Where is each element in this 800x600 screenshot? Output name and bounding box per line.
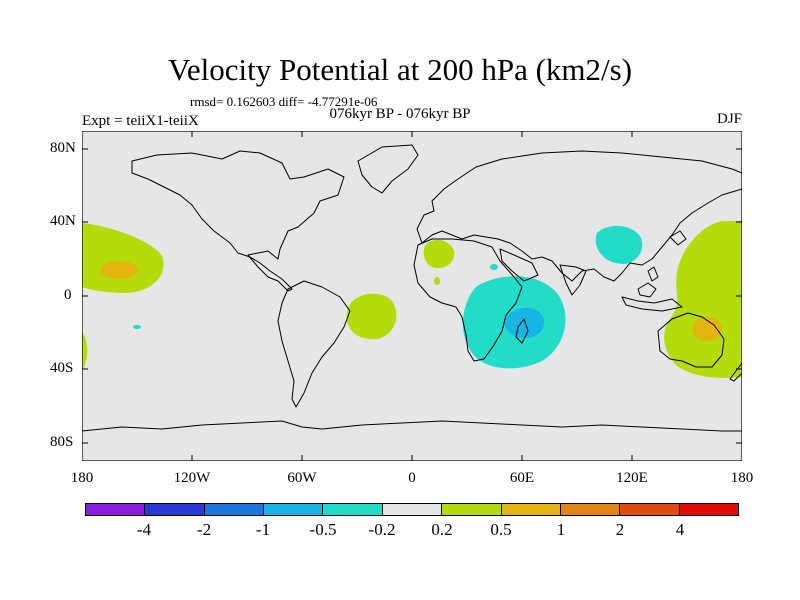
contour-small-positive [434, 277, 440, 285]
experiment-label: Expt = teiiX1-teiiX [82, 113, 199, 129]
coastline-japan [669, 230, 687, 246]
colorbar-label: -4 [136, 520, 152, 539]
colorbar-cell [145, 504, 205, 515]
colorbar-label: -1 [255, 520, 271, 539]
map-background [82, 131, 742, 461]
coastline-madagascar [515, 318, 529, 344]
lat-tick-40n: 40N [50, 213, 76, 229]
coastline-greenland [357, 144, 419, 194]
lon-tick-180w: 180 [70, 470, 94, 486]
colorbar-cell [323, 504, 383, 515]
coastline-africa [413, 238, 523, 362]
colorbar-cell [264, 504, 324, 515]
subtitle-label: 076kyr BP - 076kyr BP [329, 106, 471, 122]
coastline-eurasia [416, 150, 742, 282]
colorbar-cell [204, 504, 265, 515]
colorbar-cell [382, 504, 443, 515]
colorbar-label: 0.2 [431, 520, 453, 539]
stats-label: rmsd= 0.162603 diff= -4.77291e-06 [190, 94, 378, 109]
contour-australia-core [692, 317, 722, 341]
map-svg [82, 131, 742, 461]
colorbar-cell [560, 504, 621, 515]
season-label: DJF [716, 111, 742, 127]
colorbar-label: 2 [615, 520, 625, 539]
lat-tick-40s: 40S [50, 360, 74, 376]
map-panel [82, 131, 742, 461]
lon-tick-60e: 60E [509, 470, 535, 486]
coastline-philippines [647, 266, 659, 282]
colorbar-cell [620, 504, 680, 515]
tick-marks [82, 131, 742, 461]
lat-tick-0: 0 [64, 287, 72, 303]
lon-tick-60w: 60W [287, 470, 317, 486]
coastline-antarctica [82, 420, 742, 432]
contour-left-edge-positive [82, 331, 88, 371]
contour-atlantic-positive [346, 293, 397, 340]
lon-tick-120w: 120W [173, 470, 211, 486]
colorbar-label: -0.5 [309, 520, 337, 539]
coastline-maritime [621, 296, 683, 312]
coastline-new-zealand [729, 362, 742, 382]
lon-tick-120e: 120E [616, 470, 648, 486]
colorbar-label: -2 [196, 520, 212, 539]
lon-tick-0: 0 [408, 470, 416, 486]
colorbar-cell [86, 504, 146, 515]
colorbar-cell [442, 504, 502, 515]
coastline-arabia [499, 248, 539, 282]
lat-tick-80n: 80N [50, 140, 76, 156]
contour-central-pacific-core [100, 261, 138, 279]
coastline-borneo [637, 282, 657, 298]
colorbar-cell [679, 504, 738, 515]
colorbar-label: 4 [675, 520, 685, 539]
colorbar [85, 503, 739, 516]
colorbar-label: 0.5 [490, 520, 512, 539]
contour-north-africa-positive [423, 239, 455, 269]
contour-arabia-negative [490, 264, 498, 270]
contour-east-asia-negative [595, 225, 643, 264]
coastline-south-america [277, 280, 351, 408]
coastlines [82, 144, 742, 432]
lon-tick-180e: 180 [730, 470, 754, 486]
contour-central-pacific-positive [82, 223, 164, 293]
contour-south-pacific-negative [133, 325, 141, 329]
contour-west-pacific-positive [664, 221, 742, 378]
colorbar-label: 1 [556, 520, 566, 539]
contour-indian-ocean-core [504, 307, 545, 339]
colorbar-cell [501, 504, 561, 515]
coastline-india [559, 264, 587, 296]
lat-tick-80s: 80S [50, 434, 74, 450]
colorbar-label: -0.2 [368, 520, 396, 539]
plot-title: Velocity Potential at 200 hPa (km2/s) [167, 52, 633, 87]
coastline-australia [657, 312, 725, 368]
contour-fills [82, 221, 742, 378]
coastline-north-america [131, 150, 345, 292]
